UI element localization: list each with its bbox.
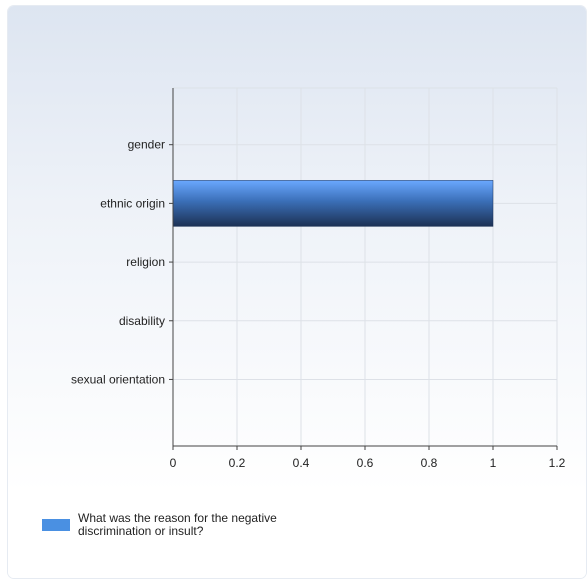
legend: What was the reason for the negative dis…	[42, 512, 282, 538]
x-tick-label: 0.6	[357, 456, 374, 470]
x-tick-label: 0.2	[229, 456, 246, 470]
x-tick-label: 0.8	[421, 456, 438, 470]
chart-panel	[8, 6, 586, 578]
bar-ethnic-origin	[172, 180, 494, 227]
x-tick-label: 1.2	[549, 456, 566, 470]
x-tick-label: 1	[490, 456, 497, 470]
category-label: religion	[126, 255, 165, 269]
legend-label: What was the reason for the negative dis…	[78, 511, 277, 538]
x-tick-label: 0.4	[293, 456, 310, 470]
labels: 0 0.2 0.4 0.6 0.8 1 1.2 gender ethnic origin reli…	[71, 138, 566, 470]
gridlines	[173, 87, 558, 446]
legend-swatch	[42, 519, 70, 531]
category-label: ethnic origin	[100, 196, 165, 210]
category-label: sexual orientation	[71, 372, 165, 386]
bars	[172, 180, 494, 227]
x-tick-label: 0	[170, 456, 177, 470]
axes	[169, 88, 558, 450]
category-label: disability	[119, 314, 165, 328]
category-label: gender	[128, 138, 165, 152]
